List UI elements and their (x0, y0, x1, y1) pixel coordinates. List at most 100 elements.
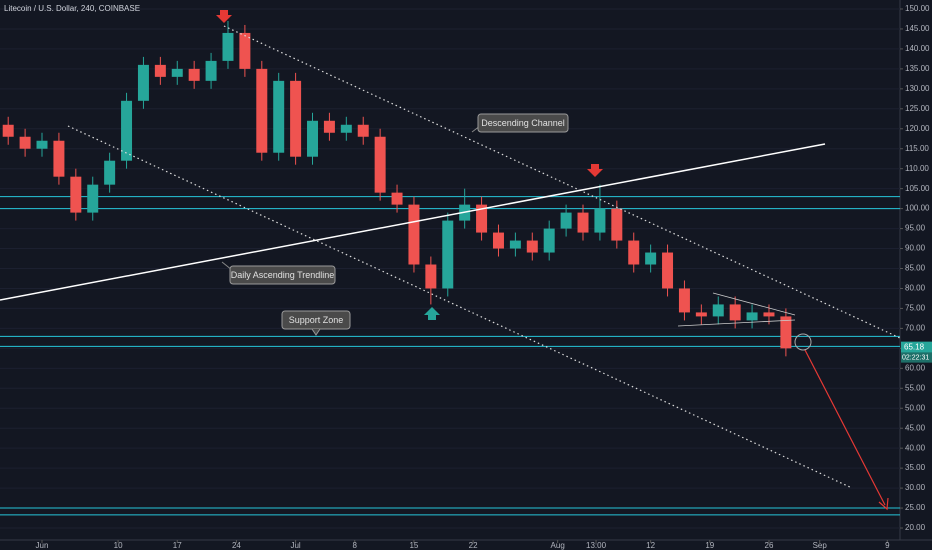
candle-body (712, 304, 724, 317)
candle-body (577, 212, 589, 233)
candle-body (476, 204, 488, 233)
candle-body (560, 212, 572, 229)
countdown-label: 02:22:31 (902, 354, 929, 361)
candle-body (509, 240, 521, 249)
y-tick-label: 125.00 (905, 104, 930, 113)
y-tick-label: 145.00 (905, 24, 930, 33)
last-price-label: 65.18 (904, 343, 925, 352)
x-tick-label: 19 (705, 541, 714, 550)
annotation: Support Zone (289, 315, 344, 325)
x-tick-label: 26 (765, 541, 774, 550)
candle-body (340, 124, 352, 133)
y-tick-label: 30.00 (905, 483, 926, 492)
ascending-trendline (0, 143, 826, 301)
candle-body (357, 124, 369, 137)
projection-arrow (804, 349, 886, 506)
candle-body (678, 288, 690, 313)
y-tick-label: 40.00 (905, 443, 926, 452)
annotation: Descending Channel (481, 118, 565, 128)
candle-body (2, 124, 14, 137)
chart-title: Litecoin / U.S. Dollar, 240, COINBASE (4, 4, 140, 13)
countdown-box (901, 352, 932, 363)
candle-body (391, 192, 403, 205)
candle-body (239, 32, 251, 69)
candle-body (307, 120, 319, 157)
candle-body (222, 32, 234, 61)
candle-body (36, 140, 48, 149)
x-tick-label: 24 (232, 541, 241, 550)
candle-body (290, 80, 302, 157)
y-tick-label: 110.00 (905, 164, 929, 173)
y-tick-label: 130.00 (905, 84, 930, 93)
y-tick-label: 115.00 (905, 144, 929, 153)
candle-body (19, 136, 31, 149)
candle-body (594, 208, 606, 233)
candle-body (543, 228, 555, 253)
y-tick-label: 20.00 (905, 523, 926, 532)
x-tick-label: 8 (353, 541, 358, 550)
candle-body (425, 264, 437, 289)
candle-body (205, 60, 217, 81)
callout-pointer (311, 328, 321, 336)
y-tick-label: 35.00 (905, 463, 926, 472)
y-tick-label: 150.00 (905, 4, 930, 13)
x-tick-label: 13:00 (586, 541, 607, 550)
y-tick-label: 120.00 (905, 124, 930, 133)
triangle-upper (712, 292, 796, 316)
annotation-box (477, 113, 569, 133)
annotation-box (229, 265, 336, 285)
x-tick-label: Jun (36, 541, 49, 550)
candle-body (171, 68, 183, 77)
candle-body (121, 100, 133, 161)
triangle-lower (677, 319, 796, 327)
candle-body (87, 184, 99, 213)
candle-body (662, 252, 674, 289)
y-tick-label: 85.00 (905, 264, 926, 273)
circle-marker (794, 333, 812, 351)
x-tick-label: 9 (885, 541, 890, 550)
candle-body (104, 160, 116, 185)
candle-body (323, 120, 335, 133)
y-tick-label: 75.00 (905, 304, 926, 313)
annotation: Daily Ascending Trendline (231, 270, 335, 280)
x-tick-label: 10 (114, 541, 123, 550)
candle-body (526, 240, 538, 253)
x-tick-label: 15 (409, 541, 418, 550)
y-tick-label: 55.00 (905, 383, 926, 392)
candle-body (780, 316, 792, 349)
x-tick-label: 17 (173, 541, 182, 550)
x-tick-label: 12 (646, 541, 655, 550)
candle-body (53, 140, 65, 177)
up-arrow (424, 307, 440, 320)
y-tick-label: 140.00 (905, 44, 930, 53)
candle-body (442, 220, 454, 289)
y-tick-label: 60.00 (905, 363, 926, 372)
candle-body (746, 312, 758, 321)
y-tick-label: 105.00 (905, 184, 930, 193)
x-tick-label: Aug (551, 541, 565, 550)
candle-body (729, 304, 741, 321)
projection-arrow-head (878, 497, 889, 511)
candle-body (273, 80, 285, 153)
candle-body (70, 176, 82, 213)
down-arrow (216, 10, 232, 23)
candle-body (154, 64, 166, 77)
candle-body (645, 252, 657, 265)
candle-body (256, 68, 268, 153)
y-tick-label: 45.00 (905, 423, 926, 432)
marks (0, 8, 900, 529)
candle-body (695, 312, 707, 317)
candle-body (408, 204, 420, 265)
candle-body (492, 232, 504, 249)
last-price-box (901, 341, 932, 353)
y-tick-label: 90.00 (905, 244, 926, 253)
x-tick-label: Jul (290, 541, 300, 550)
candle-body (628, 240, 640, 265)
y-tick-label: 80.00 (905, 284, 926, 293)
y-tick-label: 100.00 (905, 204, 930, 213)
y-tick-label: 95.00 (905, 224, 926, 233)
x-tick-label: Sep (813, 541, 828, 550)
candle-body (188, 68, 200, 81)
x-tick-label: 22 (469, 541, 478, 550)
